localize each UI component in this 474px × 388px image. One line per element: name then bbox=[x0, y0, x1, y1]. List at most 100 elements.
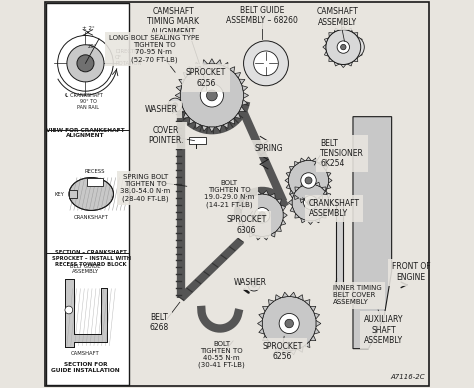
Text: SECTION – CRANKSHAFT
SPROCKET – INSTALL WITH
RECESS TOWARD BLOCK: SECTION – CRANKSHAFT SPROCKET – INSTALL … bbox=[52, 250, 131, 267]
Polygon shape bbox=[301, 182, 306, 187]
Polygon shape bbox=[327, 172, 331, 177]
Polygon shape bbox=[318, 195, 322, 199]
Text: CRANKSHAFT
ASSEMBLY: CRANKSHAFT ASSEMBLY bbox=[309, 199, 359, 218]
Polygon shape bbox=[275, 347, 281, 352]
Polygon shape bbox=[354, 33, 358, 37]
Text: ± 2°: ± 2° bbox=[82, 26, 94, 31]
Polygon shape bbox=[295, 213, 300, 218]
Polygon shape bbox=[324, 51, 328, 56]
Polygon shape bbox=[283, 350, 288, 355]
Polygon shape bbox=[308, 221, 313, 225]
Polygon shape bbox=[353, 117, 392, 349]
Text: RECESS: RECESS bbox=[85, 169, 105, 174]
Polygon shape bbox=[270, 194, 275, 199]
Text: ℄  CRANKSHAFT
      90° TO
      PAN RAIL: ℄ CRANKSHAFT 90° TO PAN RAIL bbox=[64, 93, 103, 110]
Polygon shape bbox=[315, 182, 320, 187]
Polygon shape bbox=[310, 336, 316, 341]
Polygon shape bbox=[229, 118, 235, 124]
Polygon shape bbox=[290, 193, 295, 198]
Polygon shape bbox=[196, 62, 201, 68]
Text: BOLT
TIGHTEN TO
40-55 N·m
(30-41 FT-LB): BOLT TIGHTEN TO 40-55 N·m (30-41 FT-LB) bbox=[198, 341, 245, 368]
Polygon shape bbox=[295, 161, 299, 166]
FancyBboxPatch shape bbox=[69, 190, 77, 198]
Circle shape bbox=[255, 208, 270, 223]
Circle shape bbox=[180, 64, 244, 127]
Text: BELT
6268: BELT 6268 bbox=[149, 313, 169, 332]
Circle shape bbox=[326, 30, 361, 64]
Text: BOLT
TIGHTEN TO
19.0-29.0 N·m
(14-21 FT-LB): BOLT TIGHTEN TO 19.0-29.0 N·m (14-21 FT-… bbox=[204, 180, 255, 208]
Polygon shape bbox=[249, 232, 254, 237]
Polygon shape bbox=[347, 62, 352, 66]
Polygon shape bbox=[323, 44, 326, 50]
Polygon shape bbox=[263, 236, 269, 240]
Polygon shape bbox=[270, 232, 275, 237]
Text: BELT GUIDE
ASSEMBLY – 68260: BELT GUIDE ASSEMBLY – 68260 bbox=[226, 6, 298, 25]
Polygon shape bbox=[183, 113, 189, 118]
Polygon shape bbox=[275, 294, 281, 300]
Circle shape bbox=[168, 98, 182, 112]
Polygon shape bbox=[290, 292, 296, 297]
Polygon shape bbox=[312, 199, 317, 203]
Polygon shape bbox=[358, 51, 362, 56]
Circle shape bbox=[303, 196, 318, 210]
Circle shape bbox=[244, 41, 288, 86]
Polygon shape bbox=[176, 86, 182, 91]
Circle shape bbox=[252, 282, 256, 287]
Text: SPROCKET
6306: SPROCKET 6306 bbox=[227, 215, 267, 235]
Text: COVER
POINTER.: COVER POINTER. bbox=[148, 126, 183, 145]
Polygon shape bbox=[327, 184, 331, 189]
Polygon shape bbox=[283, 292, 288, 297]
Polygon shape bbox=[304, 300, 310, 305]
Polygon shape bbox=[295, 187, 300, 192]
Circle shape bbox=[285, 319, 293, 328]
Circle shape bbox=[248, 279, 260, 291]
Polygon shape bbox=[237, 212, 241, 218]
Polygon shape bbox=[290, 166, 294, 171]
Polygon shape bbox=[259, 313, 264, 319]
Polygon shape bbox=[306, 157, 311, 161]
Polygon shape bbox=[321, 187, 326, 192]
Polygon shape bbox=[300, 158, 305, 162]
Circle shape bbox=[65, 306, 73, 314]
FancyBboxPatch shape bbox=[336, 199, 343, 303]
Circle shape bbox=[337, 41, 349, 53]
Polygon shape bbox=[223, 123, 228, 128]
Circle shape bbox=[301, 173, 316, 188]
Text: BELT
TENSIONER
6K254: BELT TENSIONER 6K254 bbox=[320, 139, 364, 168]
Text: 29°: 29° bbox=[87, 44, 97, 49]
Polygon shape bbox=[316, 320, 321, 327]
Text: A7116-2C: A7116-2C bbox=[390, 374, 425, 380]
Polygon shape bbox=[334, 62, 339, 66]
Polygon shape bbox=[288, 199, 292, 205]
Polygon shape bbox=[238, 205, 243, 211]
Polygon shape bbox=[298, 294, 303, 300]
Polygon shape bbox=[268, 342, 274, 348]
Polygon shape bbox=[290, 350, 296, 355]
Polygon shape bbox=[243, 227, 248, 231]
Polygon shape bbox=[301, 218, 306, 223]
Circle shape bbox=[67, 45, 104, 82]
Ellipse shape bbox=[69, 178, 113, 210]
Text: WASHER: WASHER bbox=[234, 278, 267, 287]
Polygon shape bbox=[304, 342, 310, 348]
Polygon shape bbox=[216, 126, 222, 131]
Text: VIEW FOR CRANKSHAFT
ALIGNMENT: VIEW FOR CRANKSHAFT ALIGNMENT bbox=[46, 128, 125, 138]
Text: CAMSHAFT
TIMING MARK
ALIGNMENT: CAMSHAFT TIMING MARK ALIGNMENT bbox=[147, 7, 199, 37]
Circle shape bbox=[254, 51, 278, 76]
Polygon shape bbox=[306, 201, 311, 204]
Polygon shape bbox=[315, 218, 320, 223]
Circle shape bbox=[241, 194, 283, 237]
Polygon shape bbox=[238, 220, 243, 225]
Polygon shape bbox=[323, 166, 328, 171]
Polygon shape bbox=[229, 67, 235, 73]
Polygon shape bbox=[239, 107, 245, 112]
Polygon shape bbox=[324, 38, 328, 43]
Polygon shape bbox=[242, 100, 248, 105]
Polygon shape bbox=[318, 161, 322, 166]
Circle shape bbox=[342, 36, 365, 59]
Polygon shape bbox=[286, 172, 291, 177]
Polygon shape bbox=[263, 307, 268, 312]
Polygon shape bbox=[281, 205, 286, 211]
Polygon shape bbox=[263, 191, 269, 195]
Polygon shape bbox=[290, 207, 295, 212]
